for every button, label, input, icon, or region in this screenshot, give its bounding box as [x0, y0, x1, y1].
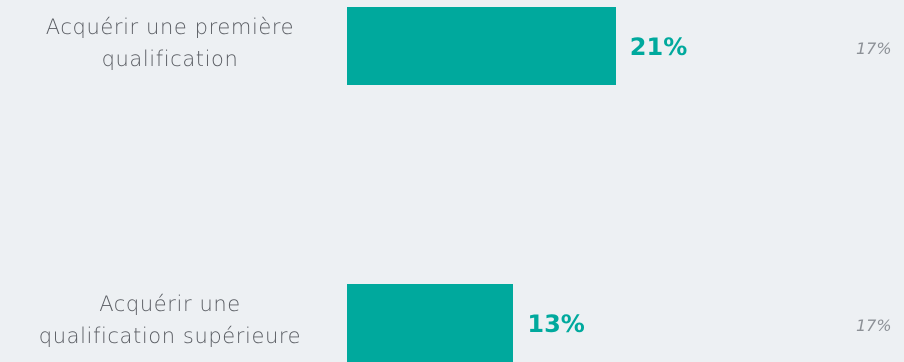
category-label-line: Acquérir une première	[45, 15, 295, 39]
bar-value-label: 21%	[629, 33, 688, 61]
category-label-line: qualification supérieure	[38, 324, 302, 348]
reference-value-label: 17%	[856, 316, 892, 335]
reference-value-label: 17%	[856, 39, 892, 58]
chart-row: Acquérir une qualification supérieure 13…	[0, 284, 904, 362]
category-label-line: qualification	[101, 47, 239, 71]
bar	[347, 7, 616, 85]
category-label: Acquérir une qualification supérieure	[0, 288, 340, 352]
chart-row: Acquérir une première qualification 21% …	[0, 7, 904, 85]
category-label: Acquérir une première qualification	[0, 11, 340, 75]
bar	[347, 284, 514, 362]
bar-value-label: 13%	[527, 310, 585, 338]
category-label-line: Acquérir une	[99, 292, 241, 316]
